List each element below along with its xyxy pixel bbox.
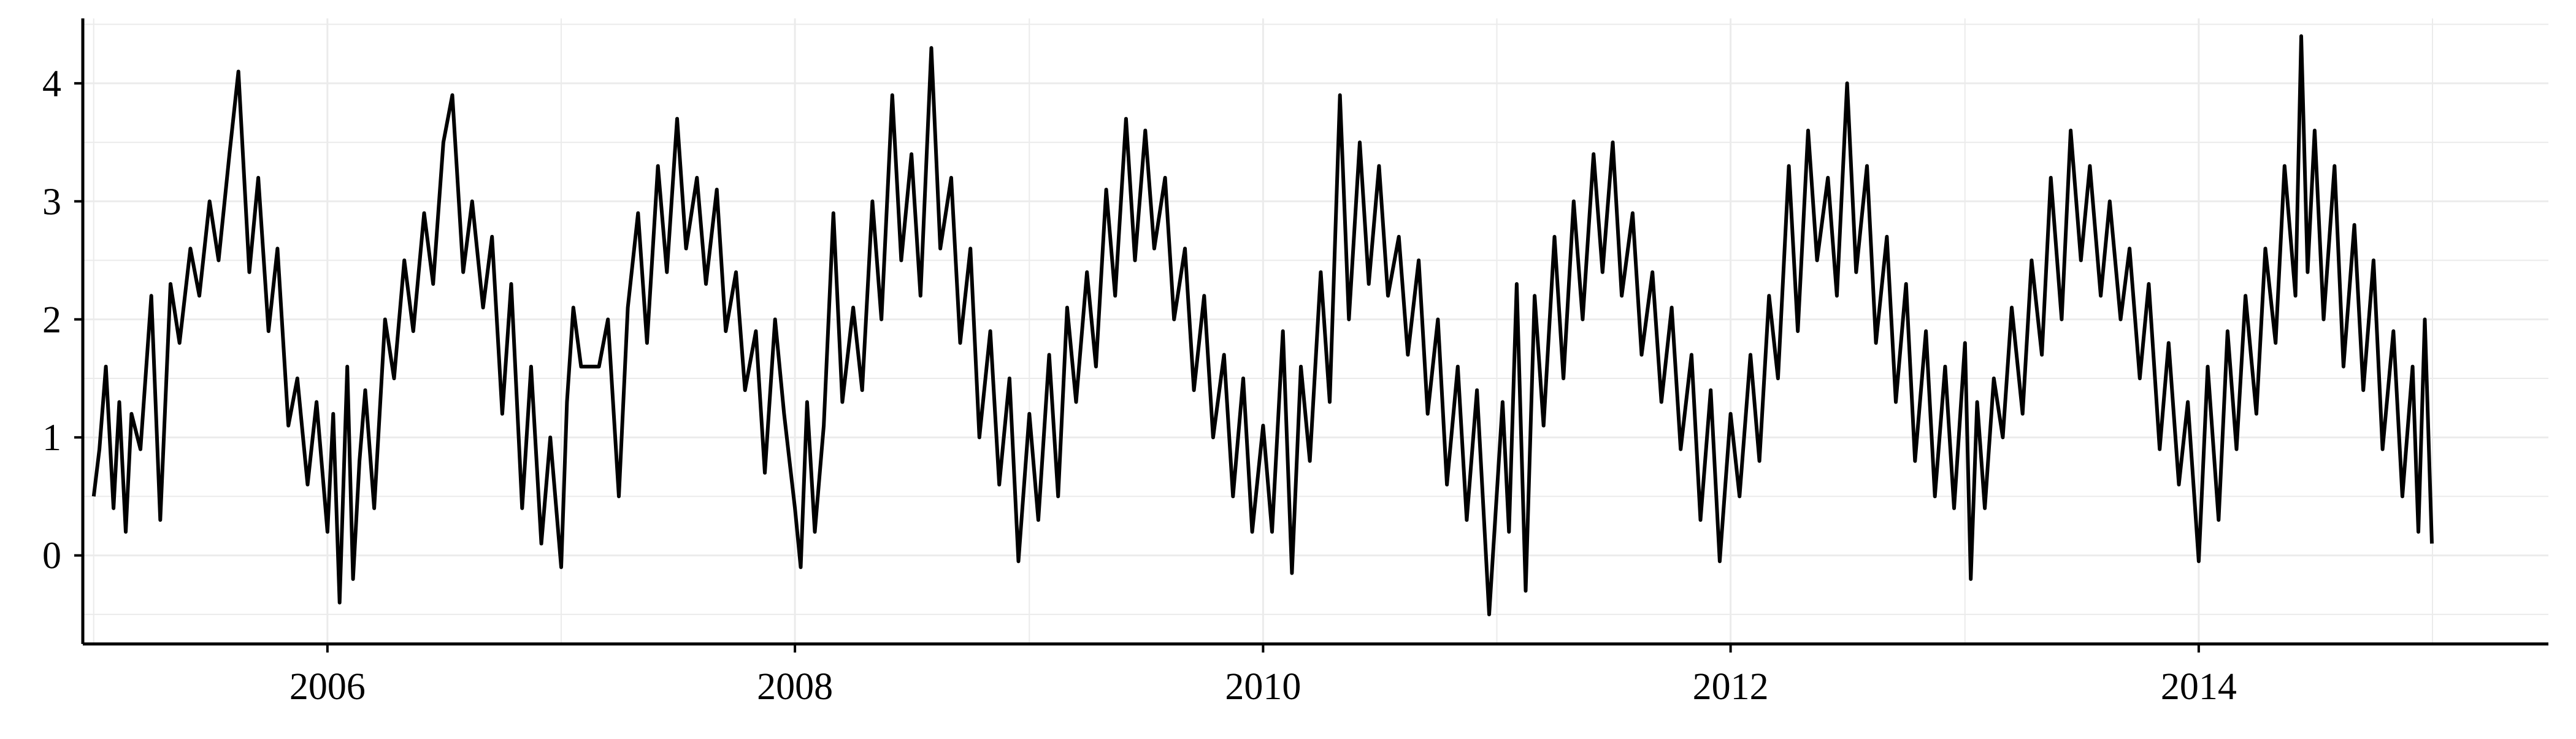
x-tick-label: 2006 xyxy=(289,666,366,708)
y-tick-label: 0 xyxy=(42,535,61,577)
x-tick-label: 2008 xyxy=(757,666,833,708)
y-tick-label: 1 xyxy=(42,417,61,459)
y-tick-label: 3 xyxy=(42,181,61,223)
x-tick-label: 2014 xyxy=(2161,666,2237,708)
tick-labels: 0 1 2 3 4 2006 2008 2010 2012 2014 xyxy=(42,63,2237,708)
y-tick-label: 2 xyxy=(42,299,61,341)
y-tick-label: 4 xyxy=(42,63,61,105)
series-line-0 xyxy=(91,34,2434,616)
x-tick-label: 2010 xyxy=(1225,666,1301,708)
axes xyxy=(74,18,2548,653)
series-layer xyxy=(91,34,2434,616)
x-tick-label: 2012 xyxy=(1693,666,1769,708)
grid-lines xyxy=(83,18,2548,644)
